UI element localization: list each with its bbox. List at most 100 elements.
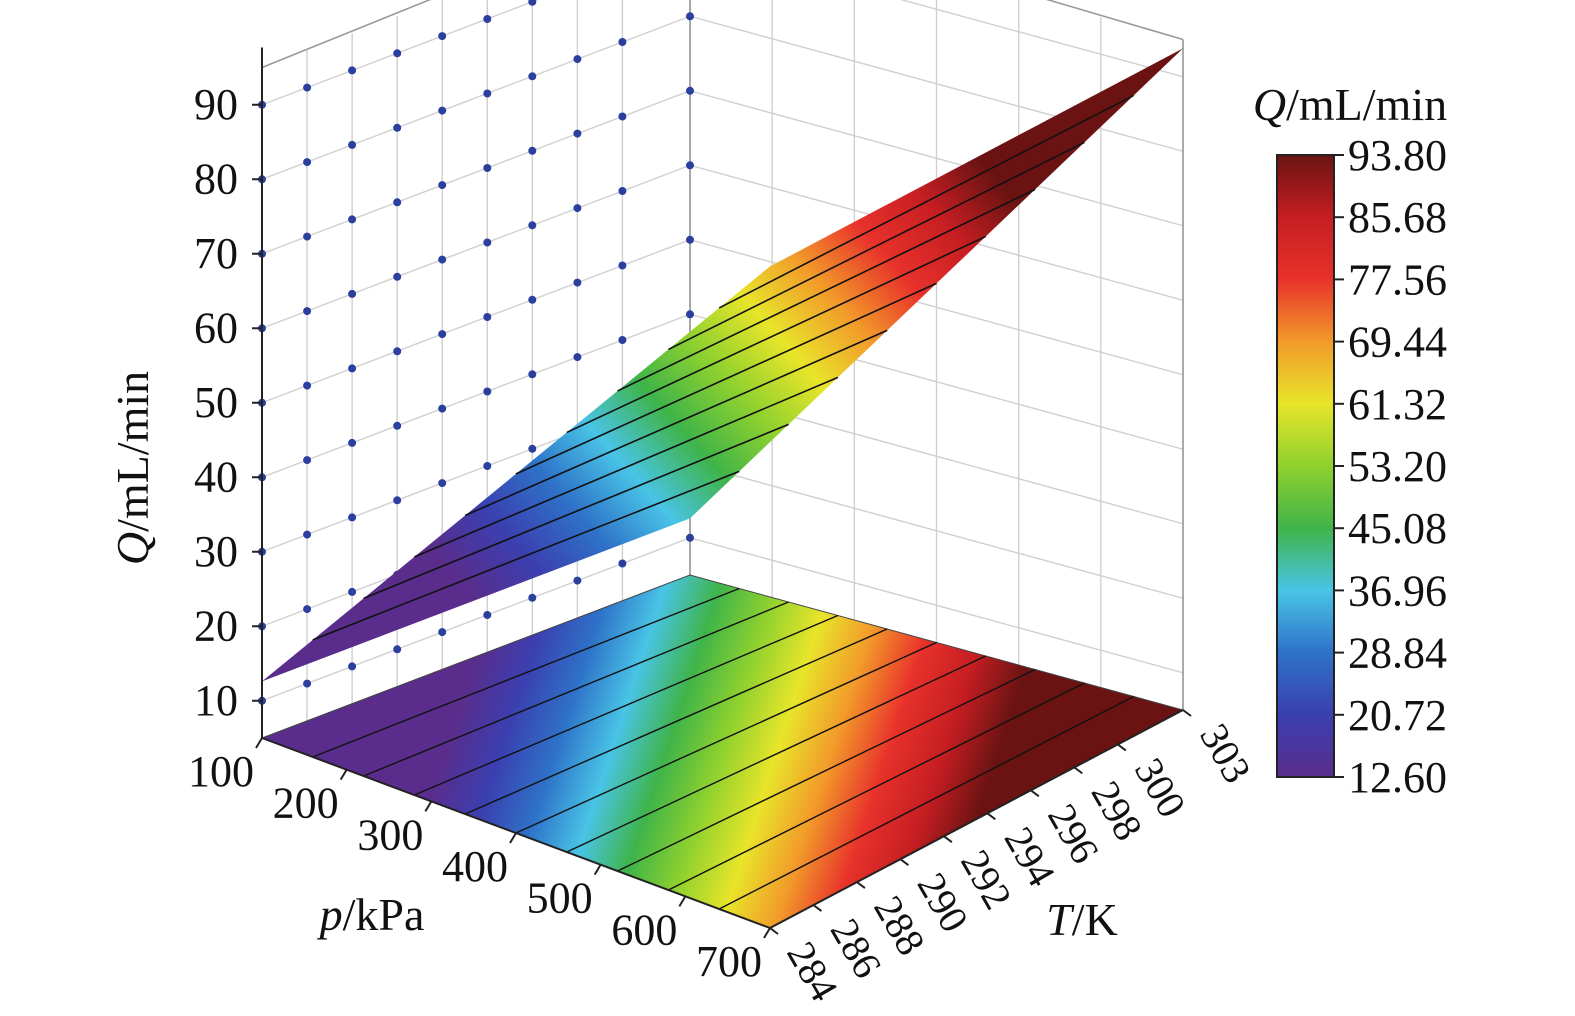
p-tick-label: 400 — [442, 842, 508, 891]
wall-point — [528, 146, 537, 155]
floor-contour — [414, 614, 839, 796]
colorbar-title: Q/mL/min — [1253, 79, 1447, 130]
z-tick-label: 40 — [194, 452, 238, 501]
wall-point — [483, 462, 492, 470]
p-tick-label: 600 — [611, 905, 677, 954]
colorbar-label: 36.96 — [1348, 566, 1447, 615]
surface-contour — [718, 94, 1135, 309]
wall-point — [618, 336, 627, 344]
colorbar-label: 61.32 — [1348, 380, 1447, 429]
z-tick-label: 70 — [194, 229, 238, 278]
wall-point — [618, 112, 627, 121]
T-tick — [812, 904, 823, 912]
p-tick — [593, 864, 602, 876]
wall-point — [483, 611, 492, 619]
floor-contour — [668, 682, 1085, 891]
surface-contour — [515, 282, 937, 475]
wall-point — [348, 364, 357, 373]
floor-contour — [566, 655, 987, 853]
colorbar-label: 20.72 — [1348, 691, 1447, 740]
T-tick — [943, 835, 953, 844]
wall-point — [348, 140, 357, 149]
p-tick-label: 200 — [273, 779, 339, 828]
wall-point — [686, 12, 694, 21]
T-tick — [899, 858, 910, 866]
wall-point — [348, 215, 357, 224]
z-tick-label: 10 — [194, 676, 238, 725]
surface-contour — [414, 376, 839, 558]
p-axis-label: p/kPa — [317, 889, 425, 940]
surface-contour — [464, 329, 888, 517]
wall-point — [348, 66, 357, 75]
wall-point — [348, 662, 357, 671]
colorbar-frame — [1276, 154, 1335, 778]
wall-point — [528, 221, 537, 230]
wall-point — [528, 370, 537, 379]
floor-contour — [617, 668, 1036, 872]
grid-line — [261, 0, 540, 106]
wall-point — [438, 479, 447, 488]
colorbar-label: 12.60 — [1348, 753, 1447, 802]
p-tick — [678, 895, 687, 907]
p-tick — [339, 769, 348, 781]
wall-point — [483, 313, 492, 321]
T-axis-line — [769, 709, 1184, 929]
T-tick — [1073, 766, 1083, 775]
p-tick — [255, 737, 263, 749]
p-tick-label: 500 — [527, 874, 593, 923]
wall-point — [438, 255, 447, 264]
colorbar-label: 53.20 — [1348, 442, 1447, 491]
wall-point — [393, 496, 402, 505]
wall-point — [393, 645, 402, 654]
T-tick — [1117, 743, 1127, 752]
wall-point — [483, 89, 492, 98]
floor-contour — [515, 641, 937, 834]
p-tick-label: 100 — [188, 747, 254, 796]
colorbar-label: 85.68 — [1348, 193, 1447, 242]
wall-point — [393, 347, 402, 356]
wall-point — [393, 421, 402, 430]
surface-contour — [668, 141, 1085, 351]
wall-point — [303, 232, 312, 241]
wall-point — [618, 187, 627, 195]
top-edge-right — [1045, 0, 1184, 41]
wall-point — [686, 533, 694, 542]
colorbar-label: 93.80 — [1348, 131, 1447, 180]
wall-point — [618, 261, 627, 270]
z-tick-label: 20 — [194, 601, 238, 650]
wall-point — [303, 605, 312, 614]
wall-point — [393, 123, 402, 132]
wall-point — [573, 353, 582, 362]
floor-contour — [363, 601, 789, 777]
wall-point — [573, 204, 582, 213]
T-tick — [1030, 789, 1040, 798]
colorbar-label: 45.08 — [1348, 504, 1447, 553]
wall-point — [686, 86, 694, 95]
p-tick — [763, 927, 771, 939]
wall-point — [348, 289, 357, 298]
wall-point — [303, 83, 312, 92]
wall-point — [573, 55, 582, 64]
z-tick-label: 50 — [194, 378, 238, 427]
wall-point — [438, 404, 447, 413]
wall-point — [618, 38, 627, 46]
wall-point — [573, 129, 582, 138]
floor-contour — [464, 628, 888, 815]
wall-point — [348, 587, 357, 596]
wall-point — [438, 32, 447, 41]
wall-points — [258, 0, 694, 705]
wall-point — [303, 530, 312, 539]
T-tick — [769, 927, 779, 935]
wall-point — [686, 161, 694, 170]
wall-point — [393, 198, 402, 207]
colorbar-labels: 93.80 85.68 77.56 69.44 61.32 53.20 45.08 36.96… — [1334, 131, 1447, 802]
wall-point — [303, 381, 312, 390]
colorbar-label: 69.44 — [1348, 318, 1447, 367]
colorbar-label: 77.56 — [1348, 255, 1447, 304]
wall-point — [438, 628, 447, 637]
z-tick-label: 60 — [194, 303, 238, 352]
wall-point — [528, 593, 537, 602]
floor-contour — [312, 587, 740, 758]
T-tick — [856, 881, 866, 889]
